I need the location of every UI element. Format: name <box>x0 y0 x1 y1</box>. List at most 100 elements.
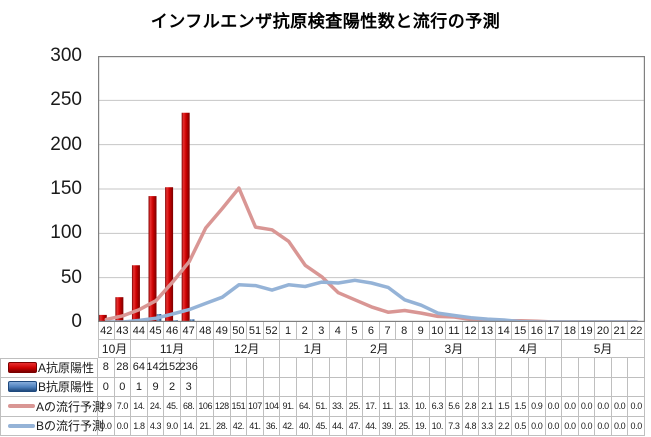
table-cell <box>446 377 463 397</box>
table-cell: 2.2 <box>495 416 513 436</box>
table-cell <box>528 377 546 397</box>
week-label: 21 <box>611 322 629 340</box>
table-cell: 19. <box>412 416 430 436</box>
table-cell: 24. <box>147 397 165 417</box>
legend-item-a-forecast: Aの流行予測 <box>0 397 104 417</box>
table-cell: 28 <box>114 358 132 378</box>
table-cell: 45. <box>164 397 181 417</box>
legend-item-b-antigen: B抗原陽性 <box>0 377 98 397</box>
table-cell <box>528 358 546 378</box>
table-cell <box>611 358 629 378</box>
table-cell <box>628 377 645 397</box>
table-cell <box>280 358 297 378</box>
week-label: 18 <box>562 322 579 340</box>
table-cell <box>363 377 380 397</box>
table-cell: 0.9 <box>528 397 546 417</box>
table-cell: 17. <box>363 397 380 417</box>
plot-area <box>98 56 645 322</box>
bar-a-antigen <box>131 265 140 322</box>
bar-a-antigen <box>165 187 174 322</box>
week-label: 45 <box>147 322 165 340</box>
legend-key-a-antigen-icon <box>8 362 37 374</box>
table-cell: 1 <box>131 377 148 397</box>
table-cell <box>296 358 314 378</box>
month-label: 4月 <box>495 340 563 358</box>
week-label: 20 <box>595 322 612 340</box>
table-cell <box>412 358 430 378</box>
table-cell <box>263 358 281 378</box>
table-cell <box>330 358 347 378</box>
table-cell: 42. <box>230 416 248 436</box>
table-cell: 28. <box>214 416 231 436</box>
table-cell: 41. <box>247 416 264 436</box>
table-cell: 1.5 <box>495 397 513 417</box>
series-label: A抗原陽性 <box>38 361 95 376</box>
table-cell: 9 <box>147 377 165 397</box>
week-label: 14 <box>495 322 513 340</box>
table-cell: 0.0 <box>98 416 115 436</box>
table-cell <box>379 377 397 397</box>
table-cell: 8 <box>98 358 115 378</box>
table-cell <box>545 377 563 397</box>
table-cell: 36. <box>263 416 281 436</box>
month-label: 5月 <box>562 340 645 358</box>
table-cell: 0 <box>114 377 132 397</box>
table-cell <box>578 358 596 378</box>
table-cell <box>479 377 496 397</box>
table-cell: 51. <box>313 397 331 417</box>
week-label: 6 <box>363 322 380 340</box>
legend-item-a-antigen: A抗原陽性 <box>0 358 98 378</box>
week-label: 5 <box>346 322 364 340</box>
table-cell <box>214 358 231 378</box>
week-label: 12 <box>462 322 480 340</box>
table-cell: 2.8 <box>462 397 480 417</box>
table-cell: 3.3 <box>479 416 496 436</box>
month-label: 1月 <box>280 340 347 358</box>
week-label: 3 <box>313 322 331 340</box>
series-label: Aの流行予測 <box>36 399 105 414</box>
table-cell: 33. <box>330 397 347 417</box>
table-cell: 44. <box>330 416 347 436</box>
bar-a-antigen <box>115 297 124 322</box>
table-cell: 0.0 <box>595 397 612 417</box>
month-label: 2月 <box>346 340 413 358</box>
week-label: 15 <box>512 322 529 340</box>
table-cell: 4.3 <box>147 416 165 436</box>
table-cell: 11. <box>379 397 397 417</box>
table-cell <box>346 377 364 397</box>
week-label: 51 <box>247 322 264 340</box>
table-cell <box>429 358 447 378</box>
table-cell <box>512 377 529 397</box>
table-cell <box>545 358 563 378</box>
table-cell <box>363 358 380 378</box>
table-cell: 0.0 <box>578 397 596 417</box>
table-cell: 42. <box>280 416 297 436</box>
table-cell: 2.9 <box>98 397 115 417</box>
table-cell: 2 <box>164 377 181 397</box>
legend-key-b-forecast-icon <box>8 423 35 428</box>
table-cell <box>379 358 397 378</box>
week-label: 1 <box>280 322 297 340</box>
series-label: B抗原陽性 <box>38 380 95 395</box>
bar-a-antigen <box>98 314 107 322</box>
table-cell: 21. <box>197 416 215 436</box>
table-cell: 64 <box>131 358 148 378</box>
y-axis-tick-label: 50 <box>60 266 82 288</box>
week-label: 9 <box>412 322 430 340</box>
table-cell <box>578 377 596 397</box>
table-cell: 0.0 <box>545 416 563 436</box>
table-cell <box>214 377 231 397</box>
legend-key-a-forecast-icon <box>8 404 35 409</box>
week-label: 13 <box>479 322 496 340</box>
axis-and-data-table: 42 43 44 45 46 47 48 49 50 51 52 1 2 3 4 5 6 7 8 9 10 11 12 13 1… <box>0 322 645 436</box>
table-cell <box>313 358 331 378</box>
y-axis-tick-label: 300 <box>50 45 82 67</box>
table-cell: 152 <box>163 358 181 378</box>
table-cell <box>313 377 331 397</box>
table-cell: 142 <box>146 358 165 378</box>
table-cell: 236 <box>179 358 198 378</box>
table-cell: 68. <box>180 397 198 417</box>
month-label: 10月 <box>98 340 132 358</box>
week-label: 10 <box>429 322 447 340</box>
